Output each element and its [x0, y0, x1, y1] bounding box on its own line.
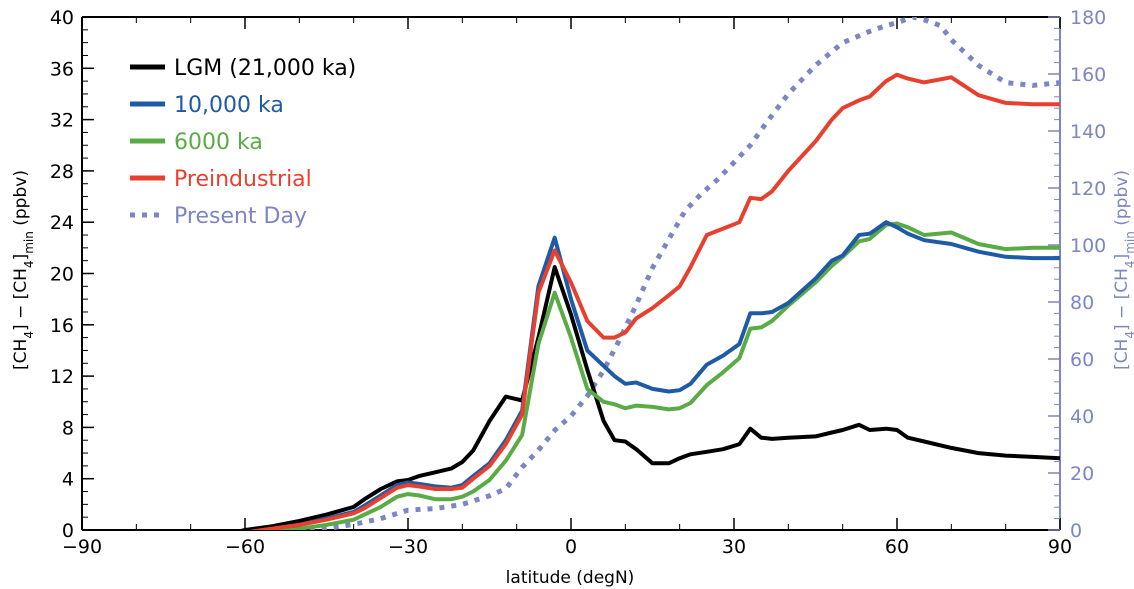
legend-label: 10,000 ka	[174, 93, 284, 118]
y-tick-label-left: 40	[50, 7, 74, 29]
legend-label: 6000 ka	[174, 130, 263, 155]
y-tick-label-right: 120	[1070, 178, 1106, 200]
x-tick-label: 60	[885, 536, 909, 558]
series-line-lgm-21-000-ka-	[236, 265, 1060, 530]
y-axis-title-left: [CH4] − [CH4]min (ppbv)	[11, 170, 36, 370]
y-tick-label-left: 32	[50, 110, 74, 132]
y-tick-label-left: 36	[50, 58, 74, 80]
series-line-6000-ka	[264, 221, 1060, 530]
x-tick-label: 90	[1048, 536, 1072, 558]
y-tick-label-right: 180	[1070, 7, 1106, 29]
x-axis-title: latitude (degN)	[506, 568, 635, 588]
y-tick-label-right: 60	[1070, 349, 1094, 371]
x-tick-label: 0	[565, 536, 577, 558]
y-tick-label-right: 40	[1070, 406, 1094, 428]
y-tick-label-left: 28	[50, 161, 74, 183]
axis-labels: latitude (degN) [CH4] − [CH4]min (ppbv) …	[11, 170, 1134, 588]
y-tick-label-right: 140	[1070, 121, 1106, 143]
y-axis-title-right: [CH4] − [CH4]min (ppbv)	[1112, 170, 1134, 370]
y-tick-label-right: 100	[1070, 235, 1106, 257]
y-tick-label-right: 0	[1070, 520, 1082, 542]
legend-label: Preindustrial	[174, 167, 312, 192]
y-tick-label-left: 16	[50, 315, 74, 337]
x-tick-label: 30	[722, 536, 746, 558]
x-tick-label: −30	[388, 536, 428, 558]
legend-label: LGM (21,000 ka)	[174, 56, 356, 81]
series-line-present-day	[279, 17, 1060, 530]
y-tick-label-left: 24	[50, 212, 74, 234]
y-tick-label-left: 12	[50, 366, 74, 388]
legend: LGM (21,000 ka) 10,000 ka 6000 ka Preindust…	[130, 56, 356, 229]
y-tick-label-left: 4	[62, 469, 74, 491]
y-tick-label-right: 80	[1070, 292, 1094, 314]
y-tick-label-right: 160	[1070, 64, 1106, 86]
y-tick-label-left: 0	[62, 520, 74, 542]
x-tick-label: −90	[62, 536, 102, 558]
y-tick-label-right: 20	[1070, 463, 1094, 485]
series-line-10-000-ka	[249, 220, 1060, 530]
series-group	[236, 17, 1060, 530]
y-tick-label-left: 20	[50, 264, 74, 286]
x-tick-label: −60	[225, 536, 265, 558]
y-tick-label-left: 8	[62, 417, 74, 439]
legend-label: Present Day	[174, 204, 307, 229]
axes-group: −90 −60 −30 0 30 60 90048121620242832364002040…	[50, 7, 1106, 558]
series-line-preindustrial	[249, 72, 1060, 530]
